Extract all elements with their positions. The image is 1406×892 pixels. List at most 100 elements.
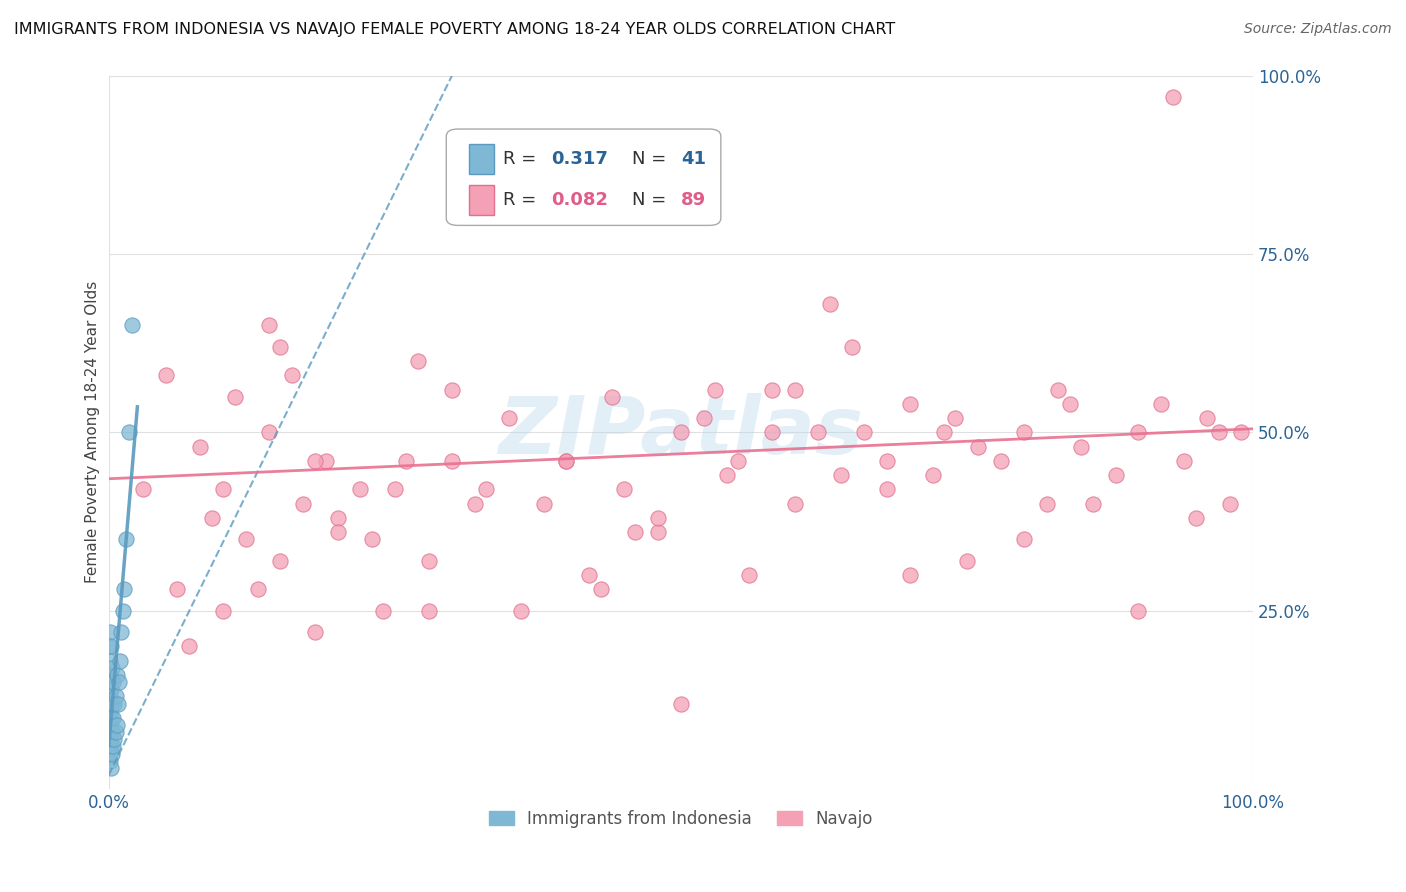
- Point: [1081, 497, 1104, 511]
- Point: [188, 440, 211, 454]
- Point: [103, 675, 125, 690]
- Point: [589, 582, 612, 597]
- Point: [110, 625, 132, 640]
- Point: [104, 725, 127, 739]
- Point: [1197, 411, 1219, 425]
- Point: [1128, 604, 1150, 618]
- Point: [103, 697, 125, 711]
- Point: [373, 604, 395, 618]
- Point: [111, 604, 134, 618]
- Point: [727, 454, 749, 468]
- Point: [1184, 511, 1206, 525]
- Text: N =: N =: [631, 191, 672, 210]
- Point: [177, 640, 200, 654]
- Point: [100, 711, 122, 725]
- Point: [830, 468, 852, 483]
- Point: [98, 754, 121, 768]
- Y-axis label: Female Poverty Among 18-24 Year Olds: Female Poverty Among 18-24 Year Olds: [86, 281, 100, 583]
- Text: 0.317: 0.317: [551, 150, 609, 169]
- Point: [624, 525, 647, 540]
- Point: [281, 368, 304, 383]
- Point: [761, 383, 783, 397]
- Point: [498, 411, 520, 425]
- Point: [101, 725, 124, 739]
- Point: [292, 497, 315, 511]
- Point: [509, 604, 531, 618]
- Point: [669, 697, 692, 711]
- Point: [315, 454, 337, 468]
- Point: [121, 318, 143, 333]
- Point: [108, 654, 131, 668]
- Point: [246, 582, 269, 597]
- Point: [600, 390, 623, 404]
- Point: [98, 625, 121, 640]
- Point: [395, 454, 418, 468]
- Text: R =: R =: [503, 150, 543, 169]
- Legend: Immigrants from Indonesia, Navajo: Immigrants from Indonesia, Navajo: [482, 803, 879, 834]
- Point: [1047, 383, 1070, 397]
- Point: [440, 454, 463, 468]
- Point: [100, 761, 122, 775]
- Point: [1208, 425, 1230, 440]
- Text: 89: 89: [681, 191, 706, 210]
- Point: [269, 554, 291, 568]
- Point: [304, 454, 326, 468]
- Point: [738, 568, 761, 582]
- Point: [235, 533, 257, 547]
- Point: [1012, 425, 1035, 440]
- Point: [100, 654, 122, 668]
- Point: [647, 511, 669, 525]
- Point: [103, 732, 125, 747]
- Point: [818, 297, 841, 311]
- Point: [101, 747, 124, 761]
- Point: [269, 340, 291, 354]
- Point: [257, 318, 280, 333]
- Point: [785, 497, 807, 511]
- Point: [1104, 468, 1126, 483]
- Point: [105, 668, 128, 682]
- Point: [555, 454, 578, 468]
- Point: [990, 454, 1012, 468]
- Point: [155, 368, 177, 383]
- Point: [898, 397, 921, 411]
- Point: [406, 354, 429, 368]
- Point: [1173, 454, 1195, 468]
- Point: [418, 554, 440, 568]
- Point: [115, 533, 138, 547]
- Point: [464, 497, 486, 511]
- Point: [100, 739, 122, 754]
- Point: [98, 675, 121, 690]
- Point: [361, 533, 384, 547]
- Point: [876, 454, 898, 468]
- Point: [100, 718, 122, 732]
- Point: [785, 383, 807, 397]
- Point: [257, 425, 280, 440]
- Point: [1219, 497, 1241, 511]
- Point: [1070, 440, 1092, 454]
- Point: [98, 711, 121, 725]
- FancyBboxPatch shape: [446, 129, 721, 226]
- Point: [224, 390, 246, 404]
- Point: [100, 690, 122, 704]
- Point: [852, 425, 875, 440]
- Text: R =: R =: [503, 191, 543, 210]
- Point: [326, 525, 349, 540]
- Point: [761, 425, 783, 440]
- Point: [440, 383, 463, 397]
- Point: [1012, 533, 1035, 547]
- Point: [100, 640, 122, 654]
- Point: [1150, 397, 1173, 411]
- Point: [105, 718, 128, 732]
- Point: [555, 454, 578, 468]
- Point: [1128, 425, 1150, 440]
- Point: [1161, 90, 1184, 104]
- Point: [212, 604, 235, 618]
- Point: [1230, 425, 1253, 440]
- Text: 0.082: 0.082: [551, 191, 609, 210]
- Text: IMMIGRANTS FROM INDONESIA VS NAVAJO FEMALE POVERTY AMONG 18-24 YEAR OLDS CORRELA: IMMIGRANTS FROM INDONESIA VS NAVAJO FEMA…: [14, 22, 896, 37]
- Point: [166, 582, 188, 597]
- Point: [98, 668, 121, 682]
- Point: [132, 483, 155, 497]
- Point: [613, 483, 636, 497]
- Point: [98, 704, 121, 718]
